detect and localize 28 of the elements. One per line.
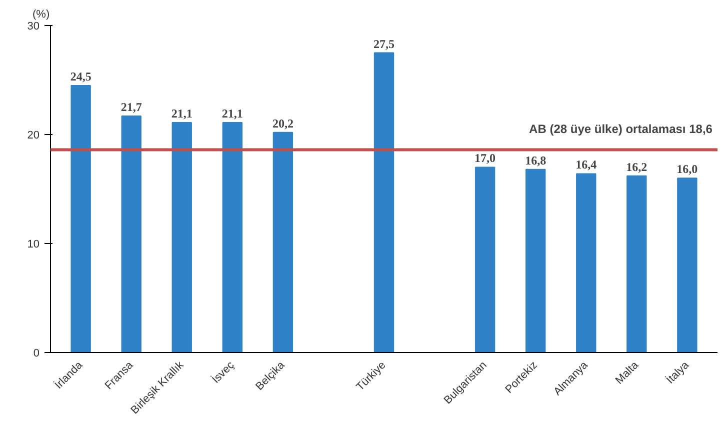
data-label: 16,8 [525,153,546,168]
bar [576,173,596,352]
ref-line-label: AB (28 üye ülke) ortalaması 18,6 [529,122,713,136]
data-label: 21,1 [171,106,192,121]
bar [222,122,243,352]
bar [121,115,142,352]
y-axis-title: (%) [32,8,50,20]
data-label: 16,2 [626,160,648,174]
y-tick-label: 10 [27,238,40,250]
bar [474,166,496,352]
data-label: 16,0 [676,162,698,176]
bar [374,52,394,352]
data-label: 20,2 [272,116,294,130]
bar [70,84,91,352]
data-label: 24,5 [70,69,92,84]
y-tick-label: 0 [33,348,40,360]
y-tick-label: 30 [27,20,40,32]
data-label: 21,1 [222,106,243,121]
data-label: 17,0 [474,151,496,166]
bar [677,178,698,352]
data-label: 16,4 [576,158,597,172]
data-label: 21,7 [120,100,142,114]
bar [626,175,647,352]
data-label: 27,5 [374,36,394,51]
bar [525,168,546,352]
y-tick-label: 20 [27,130,40,142]
bar [272,132,294,352]
bar [172,122,192,352]
